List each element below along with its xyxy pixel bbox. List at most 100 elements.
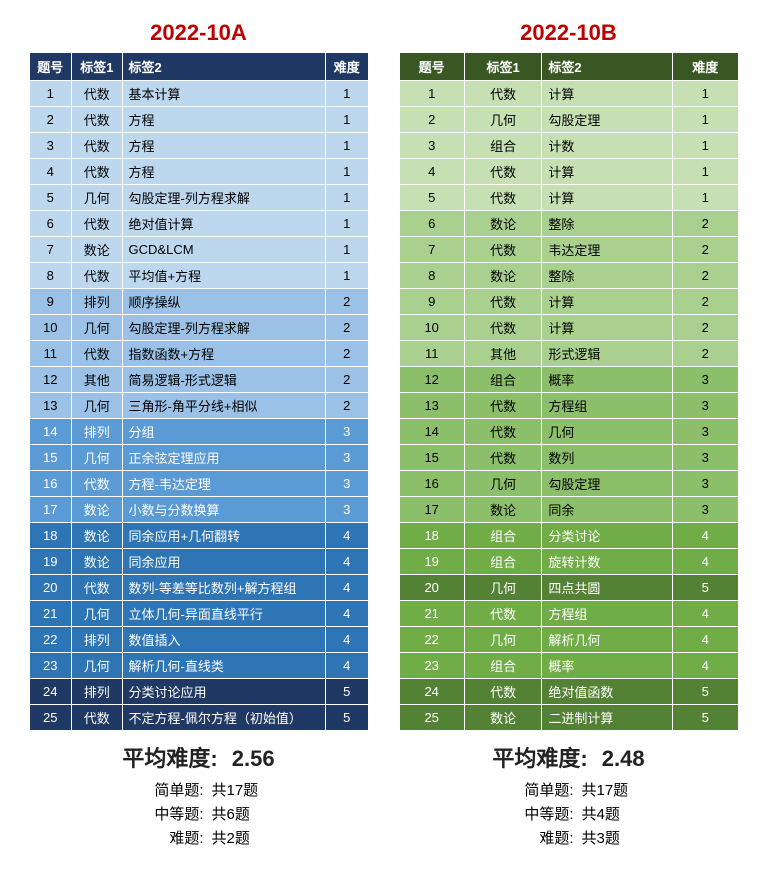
cell-tag2: 方程-韦达定理: [122, 471, 325, 497]
cell-tag2: 正余弦定理应用: [122, 445, 325, 471]
cell-num: 20: [29, 575, 72, 601]
cell-diff: 4: [673, 653, 738, 679]
avg-value: 2.48: [596, 746, 645, 771]
cell-tag1: 组合: [464, 523, 541, 549]
cell-diff: 4: [325, 575, 368, 601]
cell-diff: 3: [325, 471, 368, 497]
table-row: 8数论整除2: [399, 263, 738, 289]
cell-tag1: 代数: [72, 341, 122, 367]
table-panel-1: 2022-10B题号标签1标签2难度1代数计算12几何勾股定理13组合计数14代…: [399, 20, 739, 851]
table-row: 23组合概率4: [399, 653, 738, 679]
table-row: 20几何四点共圆5: [399, 575, 738, 601]
table-row: 7数论GCD&LCM1: [29, 237, 368, 263]
cell-num: 7: [29, 237, 72, 263]
stat-label: 中等题:: [124, 803, 204, 827]
table-row: 25数论二进制计算5: [399, 705, 738, 731]
cell-num: 13: [29, 393, 72, 419]
cell-num: 24: [29, 679, 72, 705]
cell-tag2: 方程: [122, 133, 325, 159]
cell-tag2: 解析几何-直线类: [122, 653, 325, 679]
table-row: 11代数指数函数+方程2: [29, 341, 368, 367]
cell-diff: 3: [673, 471, 738, 497]
cell-tag2: 解析几何: [542, 627, 673, 653]
cell-num: 1: [399, 81, 464, 107]
cell-tag1: 排列: [72, 627, 122, 653]
stat-value: 共4题: [574, 803, 644, 827]
cell-diff: 2: [673, 211, 738, 237]
cell-tag1: 代数: [464, 679, 541, 705]
cell-tag2: 整除: [542, 211, 673, 237]
stat-row: 难题:共2题: [124, 827, 274, 851]
cell-diff: 4: [325, 523, 368, 549]
cell-num: 2: [29, 107, 72, 133]
table-row: 2代数方程1: [29, 107, 368, 133]
cell-diff: 2: [673, 289, 738, 315]
stat-value: 共3题: [574, 827, 644, 851]
cell-tag2: 方程组: [542, 393, 673, 419]
cell-num: 2: [399, 107, 464, 133]
cell-tag1: 数论: [464, 705, 541, 731]
cell-diff: 1: [673, 133, 738, 159]
stat-block: 简单题:共17题中等题:共4题难题:共3题: [494, 779, 644, 851]
cell-num: 3: [399, 133, 464, 159]
cell-num: 23: [399, 653, 464, 679]
cell-num: 17: [29, 497, 72, 523]
cell-tag1: 排列: [72, 419, 122, 445]
cell-tag1: 几何: [464, 107, 541, 133]
cell-tag1: 代数: [72, 133, 122, 159]
table-row: 13几何三角形-角平分线+相似2: [29, 393, 368, 419]
stat-label: 简单题:: [494, 779, 574, 803]
cell-tag2: 绝对值函数: [542, 679, 673, 705]
column-header: 标签2: [542, 53, 673, 81]
two-table-container: 2022-10A题号标签1标签2难度1代数基本计算12代数方程13代数方程14代…: [20, 20, 747, 851]
table-row: 3代数方程1: [29, 133, 368, 159]
cell-tag1: 代数: [72, 211, 122, 237]
cell-diff: 3: [673, 367, 738, 393]
cell-num: 19: [399, 549, 464, 575]
table-row: 17数论小数与分数换算3: [29, 497, 368, 523]
table-row: 17数论同余3: [399, 497, 738, 523]
cell-diff: 2: [673, 315, 738, 341]
cell-num: 10: [29, 315, 72, 341]
stat-value: 共17题: [204, 779, 274, 803]
cell-tag1: 几何: [72, 601, 122, 627]
cell-tag2: 分组: [122, 419, 325, 445]
cell-num: 14: [399, 419, 464, 445]
table-row: 6数论整除2: [399, 211, 738, 237]
cell-tag2: 同余应用+几何翻转: [122, 523, 325, 549]
stat-value: 共17题: [574, 779, 644, 803]
cell-diff: 5: [673, 575, 738, 601]
table-row: 12组合概率3: [399, 367, 738, 393]
table-row: 18组合分类讨论4: [399, 523, 738, 549]
cell-num: 1: [29, 81, 72, 107]
table-row: 13代数方程组3: [399, 393, 738, 419]
cell-tag1: 代数: [72, 575, 122, 601]
cell-tag1: 几何: [464, 471, 541, 497]
cell-diff: 2: [325, 367, 368, 393]
table-row: 10代数计算2: [399, 315, 738, 341]
cell-tag2: 形式逻辑: [542, 341, 673, 367]
cell-tag1: 代数: [464, 445, 541, 471]
cell-tag1: 组合: [464, 653, 541, 679]
table-row: 22排列数值插入4: [29, 627, 368, 653]
table-row: 4代数计算1: [399, 159, 738, 185]
cell-diff: 3: [673, 419, 738, 445]
cell-tag1: 其他: [72, 367, 122, 393]
cell-tag1: 代数: [464, 159, 541, 185]
cell-tag2: 指数函数+方程: [122, 341, 325, 367]
cell-tag1: 代数: [464, 289, 541, 315]
cell-num: 7: [399, 237, 464, 263]
avg-difficulty: 平均难度: 2.56: [29, 741, 369, 773]
cell-num: 12: [29, 367, 72, 393]
cell-tag2: 数值插入: [122, 627, 325, 653]
cell-diff: 1: [325, 107, 368, 133]
cell-diff: 4: [325, 653, 368, 679]
cell-num: 25: [399, 705, 464, 731]
table-row: 2几何勾股定理1: [399, 107, 738, 133]
table-row: 23几何解析几何-直线类4: [29, 653, 368, 679]
cell-tag2: 韦达定理: [542, 237, 673, 263]
cell-tag2: 计算: [542, 159, 673, 185]
cell-tag2: 绝对值计算: [122, 211, 325, 237]
cell-tag1: 几何: [72, 445, 122, 471]
cell-num: 18: [29, 523, 72, 549]
